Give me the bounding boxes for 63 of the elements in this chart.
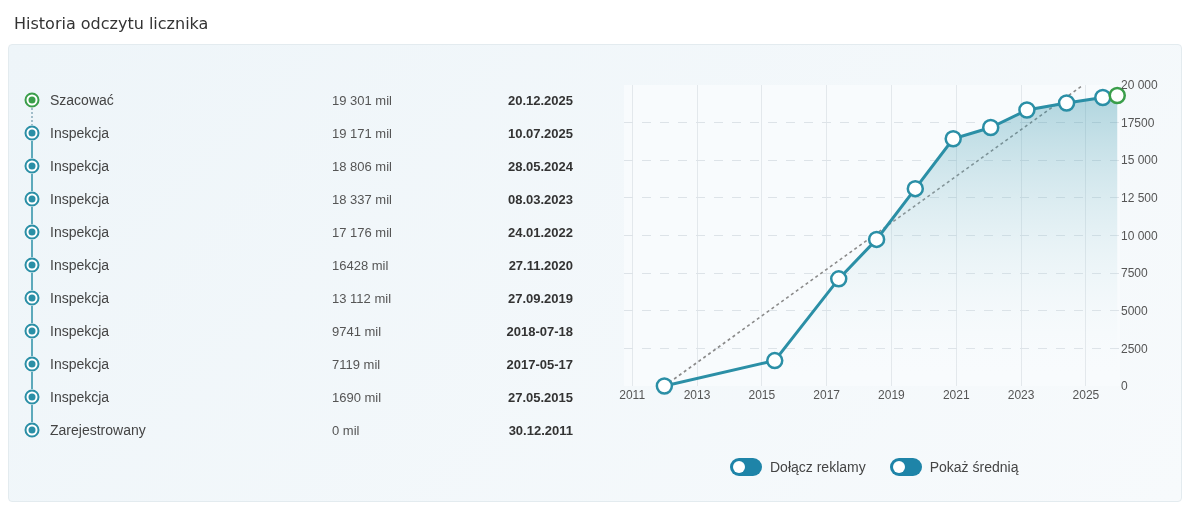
text: 10.07.2025 (507, 126, 573, 141)
text: Inspekcja (50, 158, 110, 174)
y-tick-label: 5000 (1121, 303, 1149, 318)
text: 08.03.2023 (507, 192, 573, 207)
text: 17 176 mil (332, 225, 392, 240)
text: Inspekcja (50, 290, 110, 306)
text: 9741 mil (332, 324, 382, 339)
point (1018, 101, 1036, 119)
point (766, 351, 784, 370)
text: 7119 mil (332, 357, 381, 372)
text: 18 337 mil (332, 192, 392, 207)
point (1094, 88, 1112, 107)
text: 18 806 mil (332, 159, 392, 174)
text: Historia odczytu licznika (14, 14, 209, 33)
x-tick-label: 2015 (748, 388, 776, 402)
x-tick-label: 2011 (619, 388, 646, 402)
text: 27.05.2015 (507, 390, 573, 405)
x-tick-label: 2025 (1072, 388, 1100, 402)
text: Inspekcja (50, 323, 110, 339)
y-tick-label: 15 000 (1121, 153, 1159, 168)
y-tick-label: 17500 (1121, 115, 1155, 130)
y-tick-label: 20 000 (1121, 78, 1159, 93)
text: 19 301 mil (332, 93, 392, 108)
x-tick-label: 2013 (683, 388, 711, 402)
text: 16428 mil (332, 258, 389, 273)
text: Szacować (50, 92, 114, 108)
x-tick-label: 2021 (942, 388, 970, 402)
point (829, 270, 848, 288)
text: Inspekcja (50, 125, 110, 141)
text: 2017-05-17 (506, 357, 573, 372)
text: Pokaż średnią (929, 459, 1019, 475)
y-tick-label: 2500 (1121, 341, 1149, 356)
text: 28.05.2024 (507, 159, 573, 174)
text: 24.01.2022 (507, 225, 573, 240)
point (944, 130, 962, 148)
text: 2018-07-18 (506, 324, 573, 339)
text: 1690 mil (332, 390, 382, 405)
y-tick-label: 12 500 (1121, 191, 1159, 206)
point (981, 118, 1000, 137)
x-tick-label: 2023 (1007, 388, 1035, 402)
text: Inspekcja (50, 389, 110, 405)
point (867, 230, 886, 249)
text: 19 171 mil (332, 126, 392, 141)
y-tick-label: 0 (1121, 379, 1128, 394)
point (655, 377, 674, 395)
text: 0 mil (332, 423, 360, 438)
text: 20.12.2025 (507, 93, 573, 108)
text: Inspekcja (50, 356, 110, 372)
text: Inspekcja (50, 257, 110, 273)
y-tick-label: 7500 (1121, 266, 1149, 281)
text: Inspekcja (50, 224, 110, 240)
text: 13 112 mil (332, 291, 392, 306)
text: 27.11.2020 (508, 258, 573, 273)
x-tick-label: 2017 (813, 388, 841, 402)
text: 30.12.2011 (508, 423, 573, 438)
x-tick-label: 2019 (878, 388, 906, 402)
text: Inspekcja (50, 191, 110, 207)
y-tick-label: 10 000 (1121, 228, 1159, 243)
point (906, 179, 925, 198)
text: Zarejestrowany (50, 422, 146, 438)
text: 27.09.2019 (507, 291, 573, 306)
point (1057, 94, 1076, 112)
text: Dołącz reklamy (770, 459, 866, 475)
